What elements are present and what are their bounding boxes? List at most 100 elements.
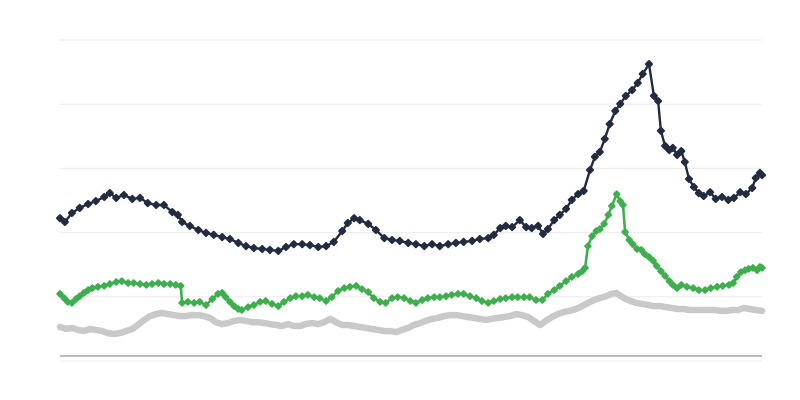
navy-marker <box>684 174 694 184</box>
green-marker <box>148 280 156 288</box>
navy-marker <box>218 233 227 242</box>
navy-marker <box>638 69 647 79</box>
navy-marker <box>543 225 552 234</box>
green-marker <box>400 294 408 302</box>
green-marker <box>280 298 288 306</box>
navy-marker <box>677 147 686 156</box>
navy-marker <box>249 243 258 253</box>
navy-marker <box>451 238 460 247</box>
navy-marker <box>717 192 727 202</box>
green-marker <box>568 273 576 281</box>
navy-marker <box>194 225 203 235</box>
green-marker <box>178 299 186 307</box>
green-marker <box>346 283 354 291</box>
navy-marker <box>298 240 307 249</box>
green-marker <box>381 299 390 307</box>
green-marker <box>645 253 653 261</box>
green-marker <box>94 283 102 291</box>
green-marker <box>596 225 604 233</box>
navy-marker <box>605 120 614 129</box>
green-marker <box>502 294 510 302</box>
green-marker <box>256 298 264 306</box>
navy-marker <box>668 143 677 152</box>
navy-marker <box>67 208 76 218</box>
navy-marker <box>680 157 689 167</box>
green-marker <box>322 297 330 305</box>
green-marker <box>459 290 468 298</box>
green-marker <box>136 280 144 288</box>
green-marker <box>629 240 637 248</box>
navy-marker <box>55 214 65 223</box>
green-marker <box>713 283 721 291</box>
green-marker <box>612 190 621 198</box>
navy-marker <box>143 199 152 208</box>
green-marker <box>166 280 174 288</box>
green-marker <box>352 282 360 290</box>
green-marker <box>261 297 270 305</box>
navy-marker <box>628 86 637 95</box>
green-marker <box>525 293 534 301</box>
navy-marker <box>234 238 243 247</box>
green-marker <box>454 290 462 298</box>
green-marker <box>550 286 558 294</box>
green-marker <box>376 298 384 306</box>
navy-marker <box>550 216 559 225</box>
navy-marker <box>329 237 338 246</box>
green-marker <box>442 292 450 300</box>
navy-marker <box>343 218 352 228</box>
navy-marker <box>515 216 524 225</box>
navy-marker <box>435 242 444 251</box>
green-marker <box>226 298 234 306</box>
green-marker <box>250 301 258 309</box>
navy-marker <box>420 242 429 251</box>
green-marker <box>588 232 596 240</box>
navy-marker <box>751 173 760 183</box>
navy-marker <box>305 241 314 250</box>
green-marker <box>238 306 246 314</box>
green-marker <box>732 273 741 281</box>
navy-marker <box>644 60 654 69</box>
green-marker <box>176 282 185 290</box>
navy-marker <box>201 228 211 237</box>
navy-marker <box>128 194 137 203</box>
navy-marker <box>119 190 128 200</box>
green-marker <box>190 299 198 307</box>
green-marker <box>106 280 114 288</box>
green-marker <box>729 279 737 287</box>
navy-marker <box>364 219 373 228</box>
green-marker <box>472 294 481 302</box>
navy-marker <box>112 193 121 202</box>
green-marker <box>388 294 396 302</box>
green-marker <box>310 293 318 301</box>
green-marker <box>154 279 163 287</box>
navy-marker <box>322 242 331 251</box>
navy-marker <box>444 240 453 249</box>
navy-marker <box>654 96 663 106</box>
green-marker <box>661 272 669 280</box>
green-marker <box>466 292 474 300</box>
navy-marker <box>562 204 571 213</box>
green-marker <box>683 283 691 291</box>
green-marker <box>393 293 402 301</box>
navy-marker <box>60 217 69 227</box>
navy-marker <box>748 183 757 193</box>
navy-marker <box>159 200 168 210</box>
green-marker <box>701 286 709 294</box>
navy-marker <box>91 197 100 206</box>
navy-marker <box>173 210 182 219</box>
navy-marker <box>574 190 583 199</box>
navy-marker <box>616 99 625 108</box>
navy-marker <box>152 200 161 210</box>
green-marker <box>508 293 516 301</box>
navy-marker <box>656 126 665 135</box>
green-marker <box>649 257 657 265</box>
green-marker <box>652 262 661 270</box>
navy-marker <box>459 237 468 246</box>
series-navy-markers <box>55 60 767 255</box>
green-marker <box>707 284 715 292</box>
green-marker <box>327 293 336 301</box>
green-marker <box>124 279 132 287</box>
navy-marker <box>590 152 599 161</box>
navy-marker <box>84 199 93 209</box>
